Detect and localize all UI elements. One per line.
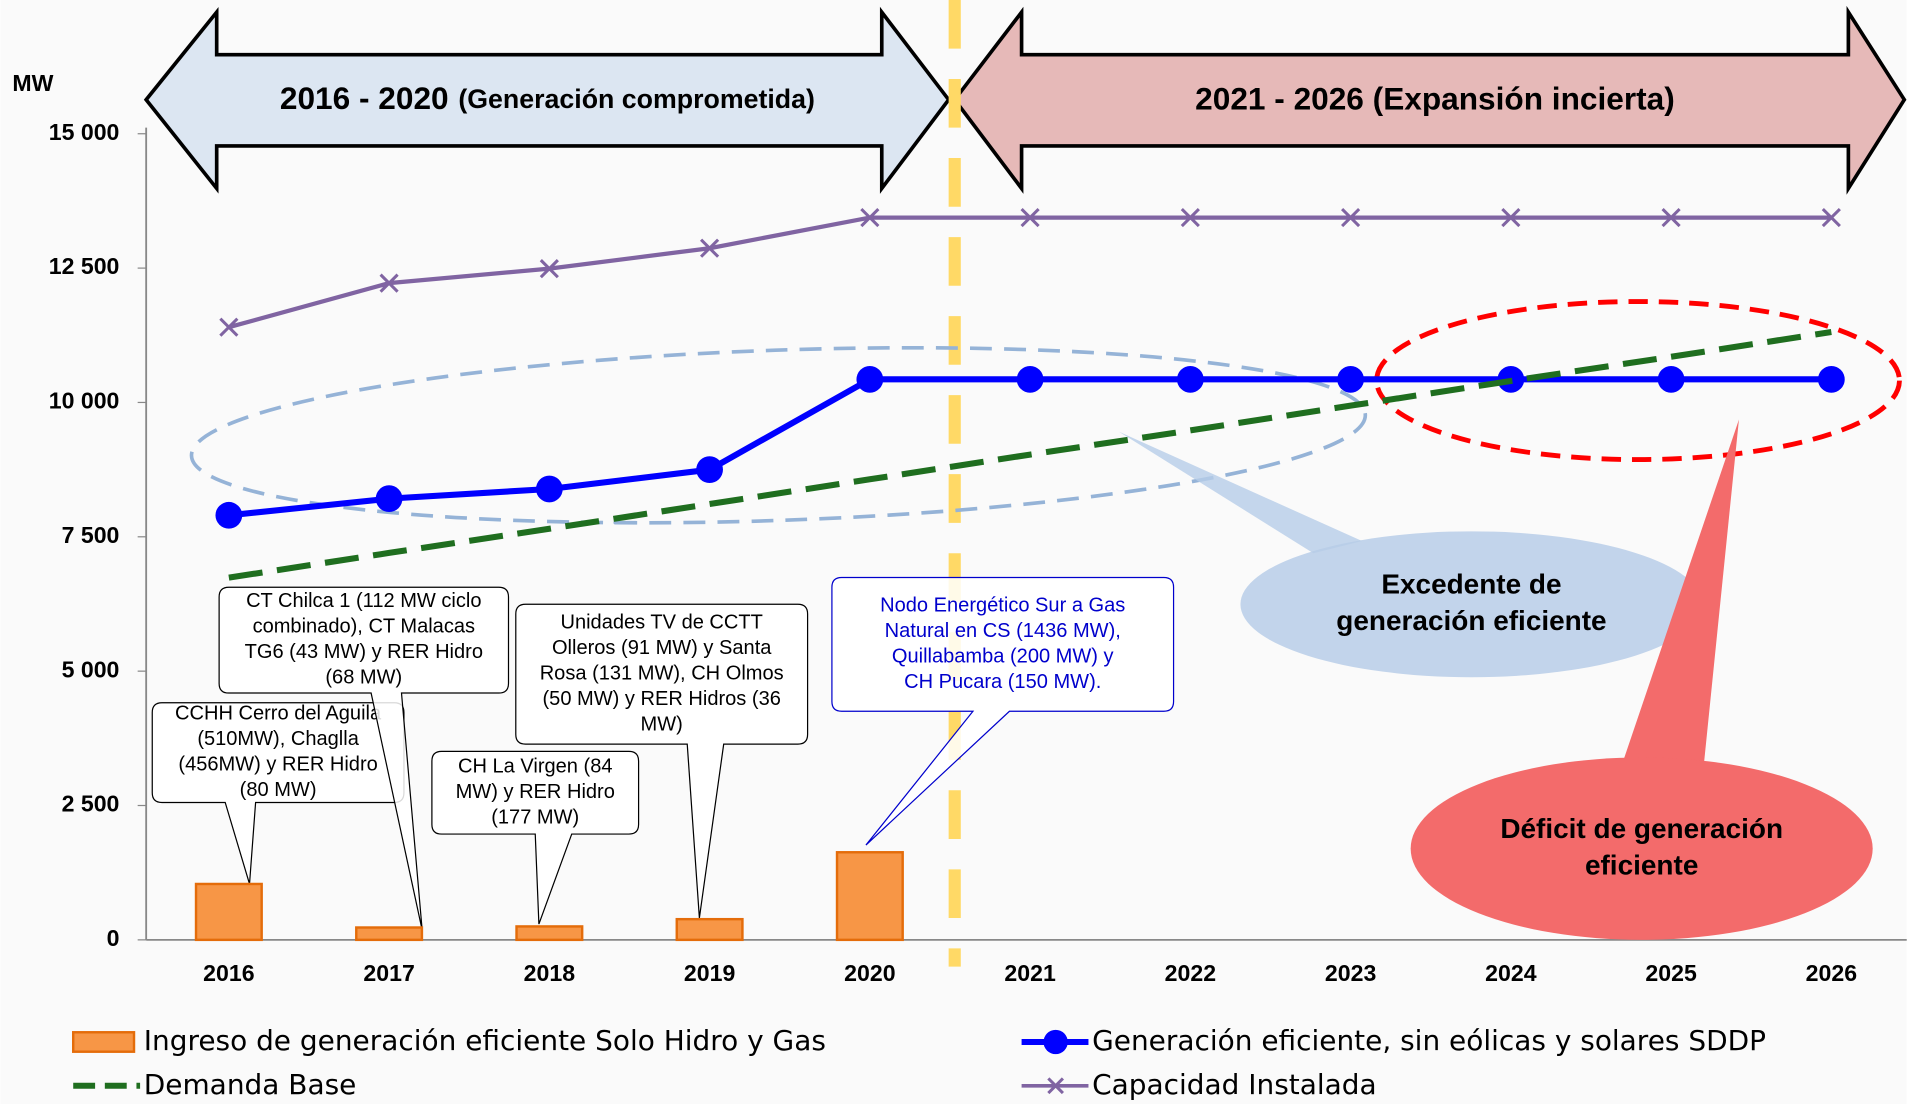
legend-label: Capacidad Instalada: [1092, 1068, 1377, 1101]
bar: [515, 925, 584, 942]
x-tick-label: 2025: [1645, 960, 1697, 986]
note-line: Quillabamba (200 MW) y: [892, 645, 1114, 667]
bar: [835, 851, 904, 942]
point: [1337, 365, 1364, 393]
point: [860, 207, 880, 228]
x-tick-label: 2016: [203, 960, 255, 986]
point: [1016, 365, 1044, 393]
surplus-ellipse: [189, 345, 1368, 525]
point: [1657, 365, 1685, 393]
point: [1501, 207, 1521, 228]
note-line: CT Chilca 1 (112 MW ciclo: [246, 590, 481, 612]
y-tick-label: 0: [107, 925, 120, 951]
period-arrow-right: [952, 5, 1907, 195]
legend-swatch: [1043, 1029, 1068, 1055]
legend-swatch: [1047, 1077, 1065, 1095]
point: [535, 475, 563, 503]
point: [856, 365, 884, 393]
surplus-bubble: [1240, 531, 1703, 678]
bar: [355, 926, 424, 942]
note-line: Unidades TV de CCTT: [560, 611, 762, 633]
x-tick-label: 2017: [363, 960, 414, 986]
deficit-bubble: [1410, 757, 1873, 940]
note-line: (80 MW): [240, 779, 317, 801]
note-line: TG6 (43 MW) y RER Hidro: [245, 641, 483, 663]
note-line: (68 MW): [325, 667, 402, 689]
legend-label: Generación eficiente, sin eólicas y sola…: [1092, 1024, 1766, 1057]
note-line: Excedente de: [1381, 568, 1561, 599]
note-line: (50 MW) y RER Hidros (36: [543, 688, 781, 710]
deficit-ellipse: [1374, 299, 1902, 463]
note-line: eficiente: [1585, 849, 1698, 880]
note-line: CH Pucara (150 MW).: [904, 671, 1101, 693]
note-line: Nodo Energético Sur a Gas: [880, 594, 1125, 616]
point: [379, 273, 399, 293]
note-line: combinado), CT Malacas: [253, 616, 475, 638]
note-line: Déficit de generación: [1500, 813, 1783, 844]
x-tick-label: 2020: [844, 960, 895, 986]
note-line: CCHH Cerro del Aguila: [175, 703, 382, 725]
period-right-label: 2021 - 2026 (Expansión incierta): [1195, 80, 1675, 116]
x-tick-label: 2022: [1165, 960, 1216, 986]
surplus-pointer: [1118, 431, 1363, 554]
point: [1817, 365, 1845, 393]
point: [696, 456, 723, 483]
y-tick-label: 5 000: [62, 656, 120, 682]
legend-label: Demanda Base: [144, 1068, 357, 1101]
legend-swatch: [72, 1031, 136, 1053]
note-line: CH La Virgen (84: [458, 756, 613, 778]
note-line: Natural en CS (1436 MW),: [885, 620, 1121, 642]
note-line: generación eficiente: [1336, 605, 1606, 636]
x-tick-label: 2021: [1004, 960, 1056, 986]
note-line: Olleros (91 MW) y Santa: [552, 637, 772, 659]
y-tick-label: 12 500: [49, 253, 120, 279]
legend-label: Ingreso de generación eficiente Solo Hid…: [144, 1024, 826, 1057]
callout-box: [218, 586, 510, 931]
period-left-years: 2016 - 2020: [280, 80, 449, 116]
point: [1020, 207, 1040, 228]
point: [700, 238, 720, 258]
point: [539, 259, 559, 279]
point: [215, 501, 243, 529]
y-tick-label: 7 500: [62, 522, 120, 548]
y-tick-label: 2 500: [62, 791, 120, 817]
note-line: MW): [641, 714, 683, 736]
point: [375, 485, 403, 513]
period-left-label: 2016 - 2020 (Generación comprometida): [280, 80, 815, 116]
note-line: (177 MW): [491, 807, 579, 829]
y-tick-label: 15 000: [49, 119, 120, 145]
bar: [675, 917, 744, 942]
x-tick-label: 2019: [684, 960, 735, 986]
point: [1180, 207, 1200, 228]
note-line: (456MW) y RER Hidro: [178, 754, 377, 776]
point: [1341, 207, 1361, 228]
series-line: [228, 329, 1832, 581]
callout-box: [515, 603, 809, 919]
y-tick-label: 10 000: [49, 388, 120, 414]
x-tick-label: 2023: [1325, 960, 1377, 986]
note-line: MW) y RER Hidro: [456, 781, 615, 803]
x-tick-label: 2026: [1806, 960, 1858, 986]
point: [219, 317, 239, 337]
y-axis-label: MW: [12, 70, 53, 96]
callout-box: [431, 750, 640, 925]
period-left-text: (Generación comprometida): [458, 84, 815, 114]
note-line: Rosa (131 MW), CH Olmos: [540, 662, 784, 684]
point: [1821, 207, 1841, 228]
point: [1176, 365, 1204, 393]
point: [1661, 207, 1681, 228]
x-tick-label: 2018: [524, 960, 576, 986]
note-line: (510MW), Chaglla: [197, 728, 359, 750]
bar: [194, 882, 263, 942]
x-tick-label: 2024: [1485, 960, 1537, 986]
callout-box: [831, 576, 1175, 846]
